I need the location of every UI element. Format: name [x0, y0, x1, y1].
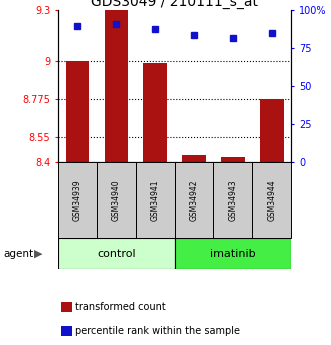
- Text: GSM34944: GSM34944: [267, 179, 276, 221]
- Bar: [105, 10, 128, 162]
- Bar: [182, 155, 206, 162]
- Bar: [143, 63, 167, 162]
- Text: transformed count: transformed count: [75, 302, 166, 312]
- Bar: [221, 157, 245, 162]
- Bar: [66, 61, 89, 162]
- Text: GSM34940: GSM34940: [112, 179, 121, 221]
- Text: percentile rank within the sample: percentile rank within the sample: [75, 326, 240, 336]
- Title: GDS3049 / 210111_s_at: GDS3049 / 210111_s_at: [91, 0, 258, 9]
- Text: ▶: ▶: [34, 249, 42, 258]
- Text: agent: agent: [3, 249, 33, 258]
- Bar: [175, 162, 213, 238]
- Bar: [58, 238, 175, 269]
- Text: GSM34939: GSM34939: [73, 179, 82, 221]
- Bar: [136, 162, 175, 238]
- Text: GSM34941: GSM34941: [151, 179, 160, 221]
- Text: GSM34942: GSM34942: [190, 179, 199, 221]
- Text: imatinib: imatinib: [210, 249, 256, 258]
- Bar: [175, 238, 291, 269]
- Text: control: control: [97, 249, 136, 258]
- Bar: [252, 162, 291, 238]
- Bar: [97, 162, 136, 238]
- Bar: [58, 162, 97, 238]
- Text: GSM34943: GSM34943: [228, 179, 237, 221]
- Bar: [260, 99, 283, 162]
- Bar: [213, 162, 252, 238]
